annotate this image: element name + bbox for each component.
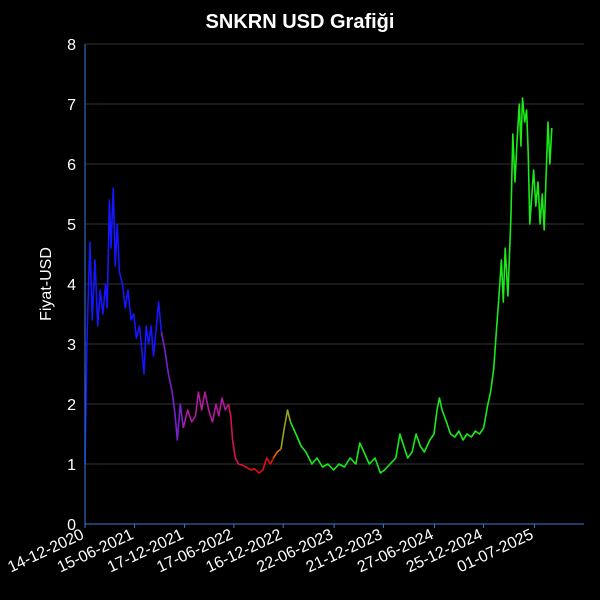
y-tick-label: 6 <box>67 157 76 174</box>
price-line-segment <box>289 97 553 474</box>
y-tick-label: 8 <box>67 37 76 54</box>
price-line-segment <box>280 409 292 450</box>
y-tick-label: 3 <box>67 337 76 354</box>
y-tick-label: 4 <box>67 277 76 294</box>
y-tick-label: 0 <box>67 517 76 534</box>
y-tick-label: 1 <box>67 457 76 474</box>
price-series <box>84 97 553 474</box>
axes <box>84 44 584 525</box>
price-line-segment <box>182 391 230 429</box>
y-tick-label: 7 <box>67 97 76 114</box>
y-tick-label: 2 <box>67 397 76 414</box>
y-tick-labels: 0 1 2 3 4 5 6 7 8 <box>67 37 76 534</box>
y-tick-label: 5 <box>67 217 76 234</box>
grid-lines <box>85 43 584 465</box>
price-line-segment <box>227 403 243 466</box>
price-line-segment <box>160 331 185 441</box>
chart-title: SNKRN USD Grafiği <box>206 11 395 33</box>
price-line-segment <box>241 457 275 474</box>
price-line-segment <box>84 187 163 465</box>
y-axis-label: Fiyat-USD <box>38 247 55 321</box>
price-line-segment <box>272 448 282 459</box>
